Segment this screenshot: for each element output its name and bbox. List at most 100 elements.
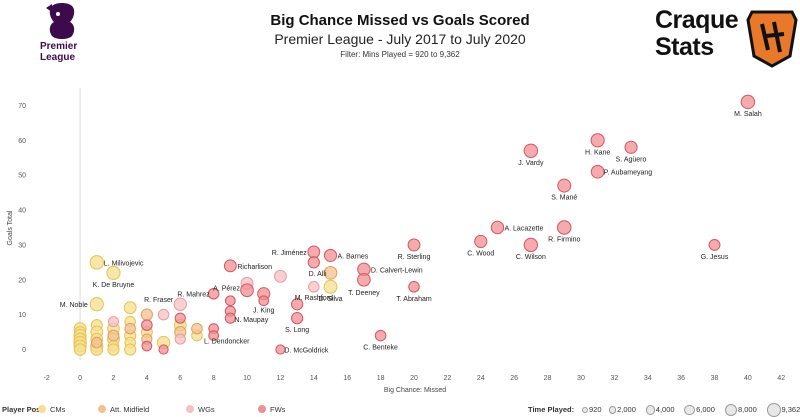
data-point[interactable] — [92, 337, 103, 348]
size-legend-label: 2,000 — [617, 405, 636, 414]
legend-item-wgs[interactable]: WGs — [186, 405, 215, 414]
x-tick-label: 14 — [310, 375, 318, 382]
point-label: T. Deeney — [348, 290, 380, 297]
data-point[interactable] — [142, 341, 152, 351]
data-point[interactable] — [108, 330, 119, 341]
data-point[interactable] — [108, 344, 119, 355]
y-tick-label: 30 — [18, 242, 26, 249]
data-point[interactable] — [275, 270, 287, 282]
data-point[interactable] — [125, 344, 136, 355]
data-point[interactable] — [309, 282, 320, 293]
x-tick-label: 8 — [212, 375, 216, 382]
data-point[interactable] — [158, 309, 169, 320]
x-tick-label: 40 — [744, 375, 752, 382]
data-point[interactable] — [741, 95, 754, 108]
size-legend-label: 6,000 — [696, 405, 715, 414]
point-label: D. Calvert-Lewin — [371, 267, 423, 274]
data-point[interactable] — [108, 317, 118, 327]
data-point[interactable] — [174, 298, 186, 310]
data-point[interactable] — [558, 179, 571, 192]
data-point[interactable] — [259, 296, 269, 306]
x-tick-label: 18 — [377, 375, 385, 382]
data-point[interactable] — [558, 221, 571, 234]
data-point[interactable] — [141, 309, 152, 320]
data-point[interactable] — [475, 235, 487, 247]
data-point[interactable] — [241, 284, 254, 297]
y-tick-label: 0 — [22, 347, 26, 354]
data-point[interactable] — [74, 344, 86, 356]
legend-swatch-wgs — [186, 405, 194, 413]
point-label: A. Barnes — [338, 253, 369, 260]
legend-label-wgs: WGs — [198, 405, 215, 414]
legend-item-att-midfield[interactable]: Att. Midfield — [98, 405, 149, 414]
legend-item-fws[interactable]: FWs — [258, 405, 285, 414]
x-axis-label: Big Chance: Missed — [384, 387, 446, 394]
legend-item-cms[interactable]: CMs — [38, 405, 65, 414]
point-label: S. Mané — [551, 195, 577, 202]
size-legend-label: 920 — [589, 405, 602, 414]
x-tick-label: 2 — [112, 375, 116, 382]
x-tick-label: 38 — [711, 375, 719, 382]
y-tick-label: 40 — [18, 208, 26, 215]
point-label: C. Wood — [467, 250, 494, 257]
x-tick-label: 22 — [443, 375, 451, 382]
data-point[interactable] — [224, 260, 236, 272]
data-point[interactable] — [192, 323, 203, 334]
data-point[interactable] — [625, 141, 637, 153]
x-tick-label: -2 — [44, 375, 50, 382]
x-tick-label: 24 — [477, 375, 485, 382]
data-point[interactable] — [491, 221, 503, 233]
legend-label-fws: FWs — [270, 405, 285, 414]
data-point[interactable] — [125, 323, 136, 334]
data-point[interactable] — [159, 345, 168, 354]
x-tick-label: 28 — [544, 375, 552, 382]
point-label: J. Vardy — [518, 160, 544, 167]
data-point[interactable] — [107, 266, 120, 279]
data-point[interactable] — [524, 238, 537, 251]
data-point[interactable] — [292, 313, 303, 324]
point-label: R. Jiménez — [272, 250, 308, 257]
point-label: Richarlison — [237, 264, 272, 271]
data-point[interactable] — [225, 296, 235, 306]
x-tick-label: 32 — [610, 375, 618, 382]
y-tick-label: 70 — [18, 103, 26, 110]
x-tick-label: 10 — [243, 375, 251, 382]
x-tick-label: 30 — [577, 375, 585, 382]
data-point[interactable] — [308, 257, 319, 268]
point-label: M. Noble — [60, 302, 88, 309]
data-point[interactable] — [409, 282, 420, 293]
point-label: L. Dendoncker — [204, 339, 250, 346]
data-point[interactable] — [175, 334, 185, 344]
data-point[interactable] — [142, 320, 153, 331]
point-label: D. Alli — [309, 271, 327, 278]
point-label: A. Pérez — [213, 285, 240, 292]
point-label: T. Abraham — [396, 296, 432, 303]
data-point[interactable] — [90, 256, 103, 269]
data-point[interactable] — [524, 144, 537, 157]
data-point[interactable] — [591, 134, 604, 147]
data-point[interactable] — [375, 330, 386, 341]
legend: Player Pos: CMs Att. Midfield WGs FWs Ti… — [0, 398, 800, 416]
y-tick-label: 20 — [18, 277, 26, 284]
x-tick-label: 26 — [510, 375, 518, 382]
size-legend-circle — [582, 407, 588, 413]
data-point[interactable] — [175, 313, 185, 323]
point-label: P. Aubameyang — [604, 170, 653, 177]
x-tick-label: 4 — [145, 375, 149, 382]
x-tick-label: 16 — [343, 375, 351, 382]
point-label: R. Sterling — [398, 254, 431, 261]
data-point[interactable] — [324, 249, 336, 261]
point-label: M. Salah — [734, 111, 762, 118]
x-tick-label: 12 — [277, 375, 285, 382]
data-point[interactable] — [90, 298, 103, 311]
data-point[interactable] — [358, 273, 371, 286]
data-point[interactable] — [124, 302, 136, 314]
data-point[interactable] — [308, 246, 320, 258]
x-tick-label: 36 — [677, 375, 685, 382]
data-point[interactable] — [324, 280, 337, 293]
size-legend-circle — [646, 405, 655, 414]
point-label: D. McGoldrick — [284, 348, 328, 355]
data-point[interactable] — [591, 165, 604, 178]
data-point[interactable] — [408, 239, 420, 251]
data-point[interactable] — [709, 239, 720, 250]
